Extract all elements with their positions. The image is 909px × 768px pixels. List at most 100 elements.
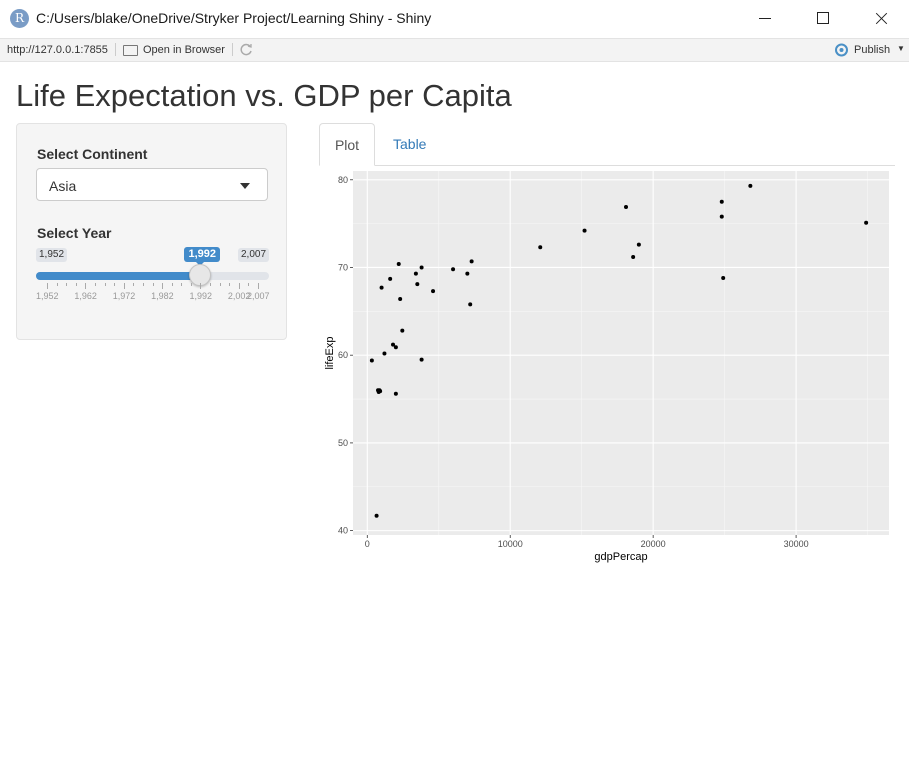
window-title-bar: R C:/Users/blake/OneDrive/Stryker Projec…	[0, 0, 909, 37]
slider-minor-tick	[56, 283, 58, 286]
x-tick-label: 0	[365, 539, 370, 549]
continent-select[interactable]: Asia	[36, 168, 268, 201]
r-app-icon: R	[10, 9, 29, 28]
data-point	[382, 351, 387, 356]
slider-major-tick	[258, 283, 259, 289]
data-point	[465, 271, 470, 276]
x-tick-label: 20000	[641, 539, 666, 549]
slider-minor-tick	[152, 283, 154, 286]
slider-value-label: 1,992	[184, 247, 220, 262]
tab-bar: Plot Table	[319, 123, 895, 166]
viewer-toolbar: http://127.0.0.1:7855 Open in Browser Pu…	[0, 38, 909, 62]
data-point	[393, 391, 398, 396]
data-point	[369, 358, 374, 363]
y-tick-label: 70	[338, 262, 348, 272]
publish-dropdown-icon[interactable]: ▼	[897, 44, 905, 53]
data-point	[398, 297, 403, 302]
y-tick-label: 40	[338, 526, 348, 536]
open-in-browser-button[interactable]: Open in Browser	[143, 44, 225, 56]
slider-minor-tick	[75, 283, 77, 286]
slider-minor-tick	[219, 283, 221, 286]
continent-label: Select Continent	[37, 146, 148, 162]
slider-minor-tick	[94, 283, 96, 286]
slider-grid-label: 1,972	[112, 291, 136, 301]
slider-grid-label: 1,962	[74, 291, 97, 301]
y-tick-label: 60	[338, 350, 348, 360]
data-point	[719, 214, 724, 219]
slider-minor-tick	[142, 283, 144, 286]
slider-min-label: 1,952	[36, 248, 68, 262]
slider-minor-tick	[210, 283, 212, 286]
window-title: C:/Users/blake/OneDrive/Stryker Project/…	[36, 10, 432, 26]
maximize-button[interactable]	[793, 0, 851, 37]
data-point	[379, 285, 384, 290]
data-point	[719, 199, 724, 204]
data-point	[396, 261, 401, 266]
toolbar-divider	[232, 43, 233, 56]
slider-major-tick	[200, 283, 202, 289]
data-point	[468, 302, 473, 307]
open-in-browser-icon[interactable]	[123, 45, 138, 56]
slider-grid-label: 1,982	[151, 291, 174, 301]
slider-grid-label: 1,992	[189, 291, 212, 301]
x-axis-title: gdpPercap	[594, 551, 647, 563]
continent-select-value: Asia	[49, 178, 77, 194]
y-tick-label: 50	[338, 438, 348, 448]
data-point	[451, 267, 456, 272]
data-point	[400, 328, 405, 333]
sidebar-panel: Select Continent Asia Select Year 1,952 …	[16, 123, 287, 340]
slider-major-tick	[238, 283, 240, 289]
slider-minor-tick	[190, 283, 192, 286]
refresh-icon[interactable]	[240, 43, 253, 56]
y-axis-title: lifeExp	[324, 336, 336, 369]
data-point	[388, 276, 393, 281]
slider-minor-tick	[66, 283, 68, 286]
data-point	[391, 342, 396, 347]
data-point	[415, 282, 420, 287]
year-label: Select Year	[37, 225, 112, 241]
slider-minor-tick	[171, 283, 173, 286]
data-point	[393, 345, 398, 350]
data-point	[378, 389, 383, 394]
minimize-button[interactable]	[735, 0, 793, 37]
slider-major-tick	[85, 283, 87, 289]
x-tick-label: 30000	[784, 539, 809, 549]
x-tick-label: 10000	[498, 539, 523, 549]
app-url: http://127.0.0.1:7855	[7, 44, 108, 56]
scatter-plot: 0 10000 20000 30000 40 50 60 70 80 gdpPercap lifeE…	[324, 171, 889, 563]
data-point	[636, 242, 641, 247]
slider-major-tick	[162, 283, 164, 289]
y-tick-label: 80	[338, 175, 348, 185]
close-button[interactable]	[851, 0, 909, 37]
data-point	[419, 265, 424, 270]
data-point	[431, 289, 436, 294]
year-slider-fill	[36, 272, 201, 280]
slider-minor-tick	[133, 283, 135, 286]
tab-plot[interactable]: Plot	[319, 123, 375, 166]
page-title: Life Expectation vs. GDP per Capita	[16, 78, 512, 113]
data-point	[413, 271, 418, 276]
data-point	[374, 513, 379, 518]
slider-max-label: 2,007	[238, 248, 270, 262]
data-point	[864, 220, 869, 225]
chevron-down-icon	[240, 183, 250, 189]
slider-major-tick	[123, 283, 125, 289]
slider-minor-tick	[114, 283, 116, 286]
slider-minor-tick	[104, 283, 106, 286]
data-point	[419, 357, 424, 362]
data-point	[469, 259, 474, 264]
tab-table[interactable]: Table	[393, 136, 427, 152]
publish-icon[interactable]	[834, 43, 849, 57]
slider-grid-label: 1,952	[36, 291, 59, 301]
slider-minor-tick	[248, 283, 250, 286]
slider-major-tick	[47, 283, 48, 289]
slider-minor-tick	[229, 283, 231, 286]
data-point	[624, 204, 629, 209]
data-point	[538, 245, 543, 250]
slider-minor-tick	[181, 283, 183, 286]
publish-button[interactable]: Publish	[854, 44, 891, 56]
toolbar-divider	[115, 43, 116, 56]
data-point	[748, 183, 753, 188]
data-point	[721, 276, 726, 281]
slider-grid-label: 2,007	[247, 291, 270, 301]
